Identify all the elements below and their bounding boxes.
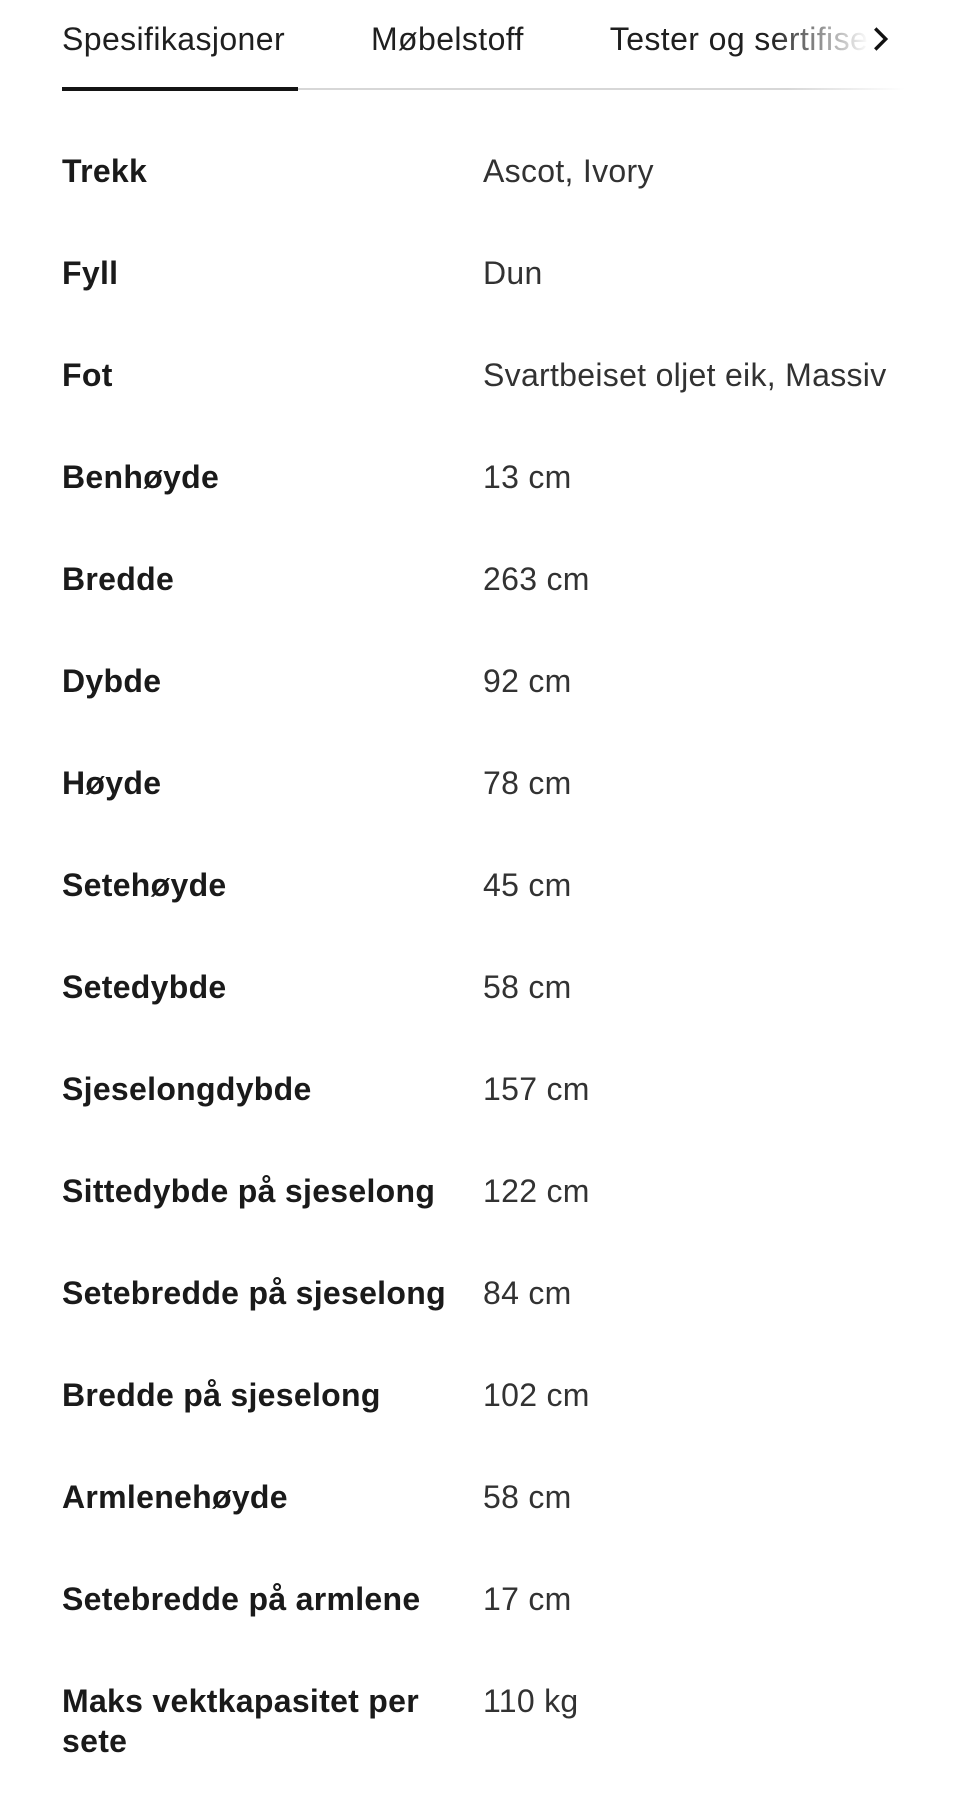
spec-label: Armlenehøyde [62,1479,288,1515]
spec-label: Sjeselongdybde [62,1071,312,1107]
spec-label: Dybde [62,663,162,699]
spec-row: Setebredde på armlene 17 cm [62,1579,905,1619]
spec-row: Setehøyde 45 cm [62,865,905,905]
spec-value: 78 cm [483,765,572,801]
spec-value: 17 cm [483,1581,572,1617]
spec-row: Sittedybde på sjeselong 122 cm [62,1171,905,1211]
spec-row: Trekk Ascot, Ivory [62,151,905,191]
spec-value: 263 cm [483,561,590,597]
tabbar-divider [62,88,905,90]
spec-label: Setehøyde [62,867,227,903]
spec-row: Fot Svartbeiset oljet eik, Massiv [62,355,905,395]
spec-value: 122 cm [483,1173,590,1209]
spec-value: 58 cm [483,969,572,1005]
spec-row: Maks vektkapasitet per sete 110 kg [62,1681,905,1761]
spec-value: 58 cm [483,1479,572,1515]
tab-list: Spesifikasjoner Møbelstoff Tester og serti… [62,20,868,58]
spec-label: Setedybde [62,969,227,1005]
spec-label: Bredde på sjeselong [62,1377,381,1413]
spec-row: Bredde på sjeselong 102 cm [62,1375,905,1415]
spec-row: Sjeselongdybde 157 cm [62,1069,905,1109]
spec-label: Fot [62,357,113,393]
spec-value: 157 cm [483,1071,590,1107]
spec-value: 84 cm [483,1275,572,1311]
spec-value: 92 cm [483,663,572,699]
spec-row: Setedybde 58 cm [62,967,905,1007]
spec-value: 45 cm [483,867,572,903]
chevron-right-icon [865,17,895,61]
spec-row: Høyde 78 cm [62,763,905,803]
spec-label: Benhøyde [62,459,220,495]
spec-value: 102 cm [483,1377,590,1413]
tabs-scroll-right-button[interactable] [862,14,898,64]
spec-label: Høyde [62,765,162,801]
spec-row: Benhøyde 13 cm [62,457,905,497]
spec-label: Fyll [62,255,119,291]
spec-row: Fyll Dun [62,253,905,293]
spec-row: Bredde 263 cm [62,559,905,599]
spec-row: Setebredde på sjeselong 84 cm [62,1273,905,1313]
spec-table: Trekk Ascot, Ivory Fyll Dun Fot Svartbei… [0,91,960,1761]
tab-bar: Spesifikasjoner Møbelstoff Tester og serti… [0,0,960,91]
spec-value: 13 cm [483,459,572,495]
spec-row: Armlenehøyde 58 cm [62,1477,905,1517]
spec-value: Ascot, Ivory [483,153,654,189]
spec-label: Setebredde på armlene [62,1581,421,1617]
tab-spesifikasjoner[interactable]: Spesifikasjoner [62,21,285,57]
tab-mobelstoff[interactable]: Møbelstoff [371,21,524,57]
spec-row: Dybde 92 cm [62,661,905,701]
spec-label: Sittedybde på sjeselong [62,1173,436,1209]
spec-label: Trekk [62,153,148,189]
spec-value: Svartbeiset oljet eik, Massiv [483,357,887,393]
active-tab-underline [62,87,298,91]
spec-label: Maks vektkapasitet per sete [62,1683,420,1759]
spec-label: Setebredde på sjeselong [62,1275,446,1311]
spec-value: 110 kg [483,1683,579,1719]
tab-tester-og-sertifise[interactable]: Tester og sertifise [609,21,869,57]
spec-value: Dun [483,255,543,291]
spec-label: Bredde [62,561,175,597]
